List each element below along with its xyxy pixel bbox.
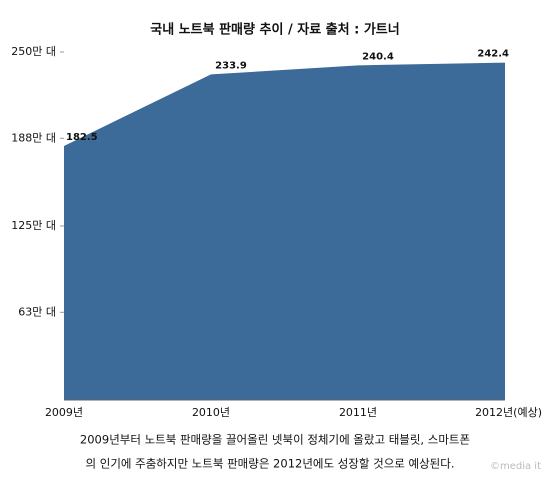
data-label: 240.4 [362,51,394,62]
x-tick-label: 2010년 [192,406,230,419]
x-tick-label: 2009년 [45,406,83,419]
y-tick-label: 250만 대 [11,45,56,58]
caption: 의 인기에 주춤하지만 노트북 판매량은 2012년에도 성장할 것으로 예상된… [86,457,455,471]
y-tick-label: 125만 대 [11,219,56,232]
watermark: ©media it [490,461,541,472]
caption: 2009년부터 노트북 판매량을 끌어올린 넷북이 정체기에 올랐고 태블릿, … [80,433,470,447]
x-tick-label: 2012년(예상) [475,406,542,419]
x-tick-label: 2011년 [339,406,377,419]
data-label: 182.5 [66,132,98,143]
y-tick-label: 63만 대 [18,305,56,318]
data-label: 233.9 [215,60,247,71]
area [64,62,505,401]
y-tick-label: 188만 대 [11,131,56,144]
chart-title: 국내 노트북 판매량 추이 / 자료 출처 : 가트너 [150,22,399,38]
data-label: 242.4 [477,49,509,60]
